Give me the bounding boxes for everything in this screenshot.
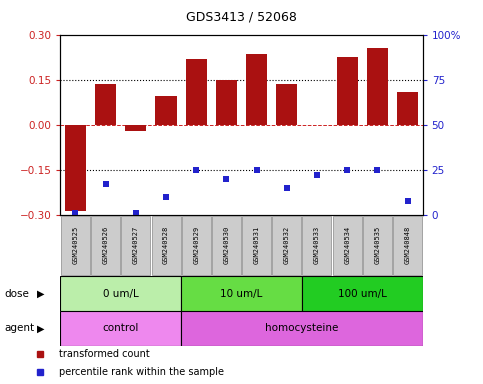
Bar: [302, 216, 331, 275]
Text: 10 um/L: 10 um/L: [220, 289, 263, 299]
Text: GDS3413 / 52068: GDS3413 / 52068: [186, 10, 297, 23]
Point: [223, 176, 230, 182]
Text: ▶: ▶: [37, 323, 45, 333]
Point: [102, 181, 110, 187]
Bar: [276, 84, 298, 125]
Bar: [65, 125, 86, 210]
Point: [162, 194, 170, 200]
Text: GSM240534: GSM240534: [344, 225, 350, 264]
Bar: [152, 216, 181, 275]
Text: homocysteine: homocysteine: [265, 323, 339, 333]
Text: GSM240529: GSM240529: [193, 225, 199, 264]
Text: GSM240530: GSM240530: [224, 225, 229, 264]
Text: transformed count: transformed count: [59, 349, 150, 359]
Text: GSM240535: GSM240535: [374, 225, 380, 264]
Bar: [91, 216, 120, 275]
Text: GSM240528: GSM240528: [163, 225, 169, 264]
Text: 100 um/L: 100 um/L: [338, 289, 387, 299]
Bar: [397, 92, 418, 125]
Bar: [393, 216, 422, 275]
Bar: [216, 80, 237, 125]
Text: GSM240531: GSM240531: [254, 225, 259, 264]
Bar: [242, 216, 271, 275]
Bar: [337, 57, 358, 125]
Text: percentile rank within the sample: percentile rank within the sample: [59, 367, 225, 377]
Bar: [182, 216, 211, 275]
Point: [313, 172, 321, 179]
Point: [373, 167, 381, 173]
Bar: [363, 216, 392, 275]
Bar: [272, 216, 301, 275]
Bar: [156, 96, 177, 125]
Text: ▶: ▶: [37, 289, 45, 299]
Bar: [60, 276, 181, 311]
Point: [343, 167, 351, 173]
Bar: [185, 59, 207, 125]
Text: dose: dose: [5, 289, 30, 299]
Point: [192, 167, 200, 173]
Text: GSM240848: GSM240848: [405, 225, 411, 264]
Bar: [61, 216, 90, 275]
Text: GSM240526: GSM240526: [103, 225, 109, 264]
Text: GSM240527: GSM240527: [133, 225, 139, 264]
Bar: [181, 311, 423, 346]
Point: [253, 167, 260, 173]
Point: [132, 210, 140, 216]
Point: [71, 210, 79, 216]
Text: GSM240532: GSM240532: [284, 225, 290, 264]
Bar: [367, 48, 388, 125]
Bar: [125, 125, 146, 131]
Bar: [246, 54, 267, 125]
Bar: [95, 84, 116, 125]
Text: 0 um/L: 0 um/L: [103, 289, 139, 299]
Bar: [212, 216, 241, 275]
Bar: [60, 311, 181, 346]
Text: GSM240533: GSM240533: [314, 225, 320, 264]
Text: GSM240525: GSM240525: [72, 225, 78, 264]
Point: [283, 185, 291, 191]
Text: agent: agent: [5, 323, 35, 333]
Text: control: control: [102, 323, 139, 333]
Bar: [302, 276, 423, 311]
Bar: [121, 216, 150, 275]
Point: [404, 197, 412, 204]
Bar: [181, 276, 302, 311]
Bar: [333, 216, 362, 275]
